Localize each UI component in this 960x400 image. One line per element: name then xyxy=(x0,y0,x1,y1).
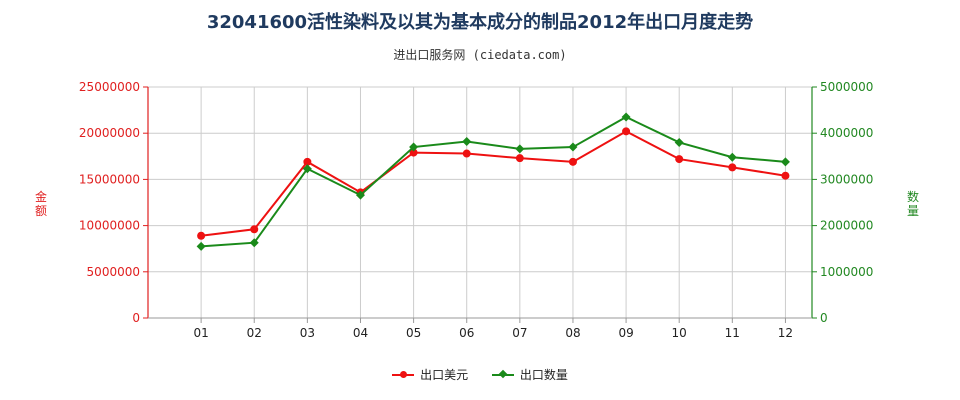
series-point-0 xyxy=(409,148,418,157)
series-point-0 xyxy=(462,149,471,158)
x-tick-label: 12 xyxy=(778,326,793,340)
x-tick-label: 02 xyxy=(247,326,262,340)
x-tick-label: 07 xyxy=(512,326,527,340)
series-point-0 xyxy=(728,163,737,172)
series-point-1 xyxy=(780,157,790,167)
y-right-tick-label: 5000000 xyxy=(820,80,873,94)
x-tick-label: 06 xyxy=(459,326,474,340)
series-point-0 xyxy=(303,157,312,166)
series-point-0 xyxy=(515,154,524,163)
y-axis-right-label: 数量 xyxy=(906,190,919,218)
series-point-0 xyxy=(781,171,790,180)
series-point-1 xyxy=(621,112,631,122)
series-point-0 xyxy=(622,127,631,136)
series-point-1 xyxy=(249,238,259,248)
y-left-tick-label: 10000000 xyxy=(79,219,140,233)
y-right-tick-label: 3000000 xyxy=(820,172,873,186)
y-left-tick-label: 0 xyxy=(132,311,140,325)
x-tick-label: 08 xyxy=(565,326,580,340)
y-left-tick-label: 15000000 xyxy=(79,172,140,186)
series-line-0 xyxy=(200,130,786,237)
legend-label-export-qty: 出口数量 xyxy=(519,368,568,382)
series-point-0 xyxy=(568,157,577,166)
x-tick-label: 03 xyxy=(300,326,315,340)
series-point-1 xyxy=(727,152,737,162)
legend: 出口美元 出口数量 xyxy=(0,366,960,385)
legend-swatch-export-usd xyxy=(392,368,415,382)
x-tick-label: 09 xyxy=(618,326,633,340)
series-point-0 xyxy=(675,155,684,164)
plot-area xyxy=(147,86,813,319)
x-tick-label: 11 xyxy=(725,326,740,340)
x-tick-label: 05 xyxy=(406,326,421,340)
y-right-tick-label: 2000000 xyxy=(820,219,873,233)
x-tick-label: 04 xyxy=(353,326,368,340)
series-point-1 xyxy=(355,190,365,200)
series-point-1 xyxy=(674,137,684,147)
series-line-1 xyxy=(201,115,786,248)
series-point-1 xyxy=(409,142,419,152)
legend-item-export-usd[interactable]: 出口美元 xyxy=(392,366,468,383)
y-left-tick-label: 5000000 xyxy=(87,265,140,279)
y-right-tick-label: 0 xyxy=(820,311,828,325)
y-axis-left-label: 金额 xyxy=(34,190,47,218)
chart-subtitle: 进出口服务网 (ciedata.com) xyxy=(393,48,567,62)
legend-swatch-export-qty xyxy=(491,368,514,382)
series-point-1 xyxy=(568,142,578,152)
series-point-0 xyxy=(197,231,206,240)
x-tick-label: 10 xyxy=(672,326,687,340)
y-right-tick-label: 1000000 xyxy=(820,265,873,279)
chart-title: 32041600活性染料及以其为基本成分的制品2012年出口月度走势 xyxy=(206,12,754,33)
legend-label-export-usd: 出口美元 xyxy=(420,368,469,382)
series-point-0 xyxy=(250,225,259,234)
series-point-1 xyxy=(196,241,206,251)
legend-item-export-qty[interactable]: 出口数量 xyxy=(491,366,568,383)
y-left-tick-label: 20000000 xyxy=(79,126,140,140)
y-left-tick-label: 25000000 xyxy=(79,80,140,94)
x-tick-label: 01 xyxy=(193,326,208,340)
series-point-1 xyxy=(515,144,525,154)
y-right-tick-label: 4000000 xyxy=(820,126,873,140)
series-point-1 xyxy=(462,137,472,147)
series-point-1 xyxy=(302,164,312,174)
